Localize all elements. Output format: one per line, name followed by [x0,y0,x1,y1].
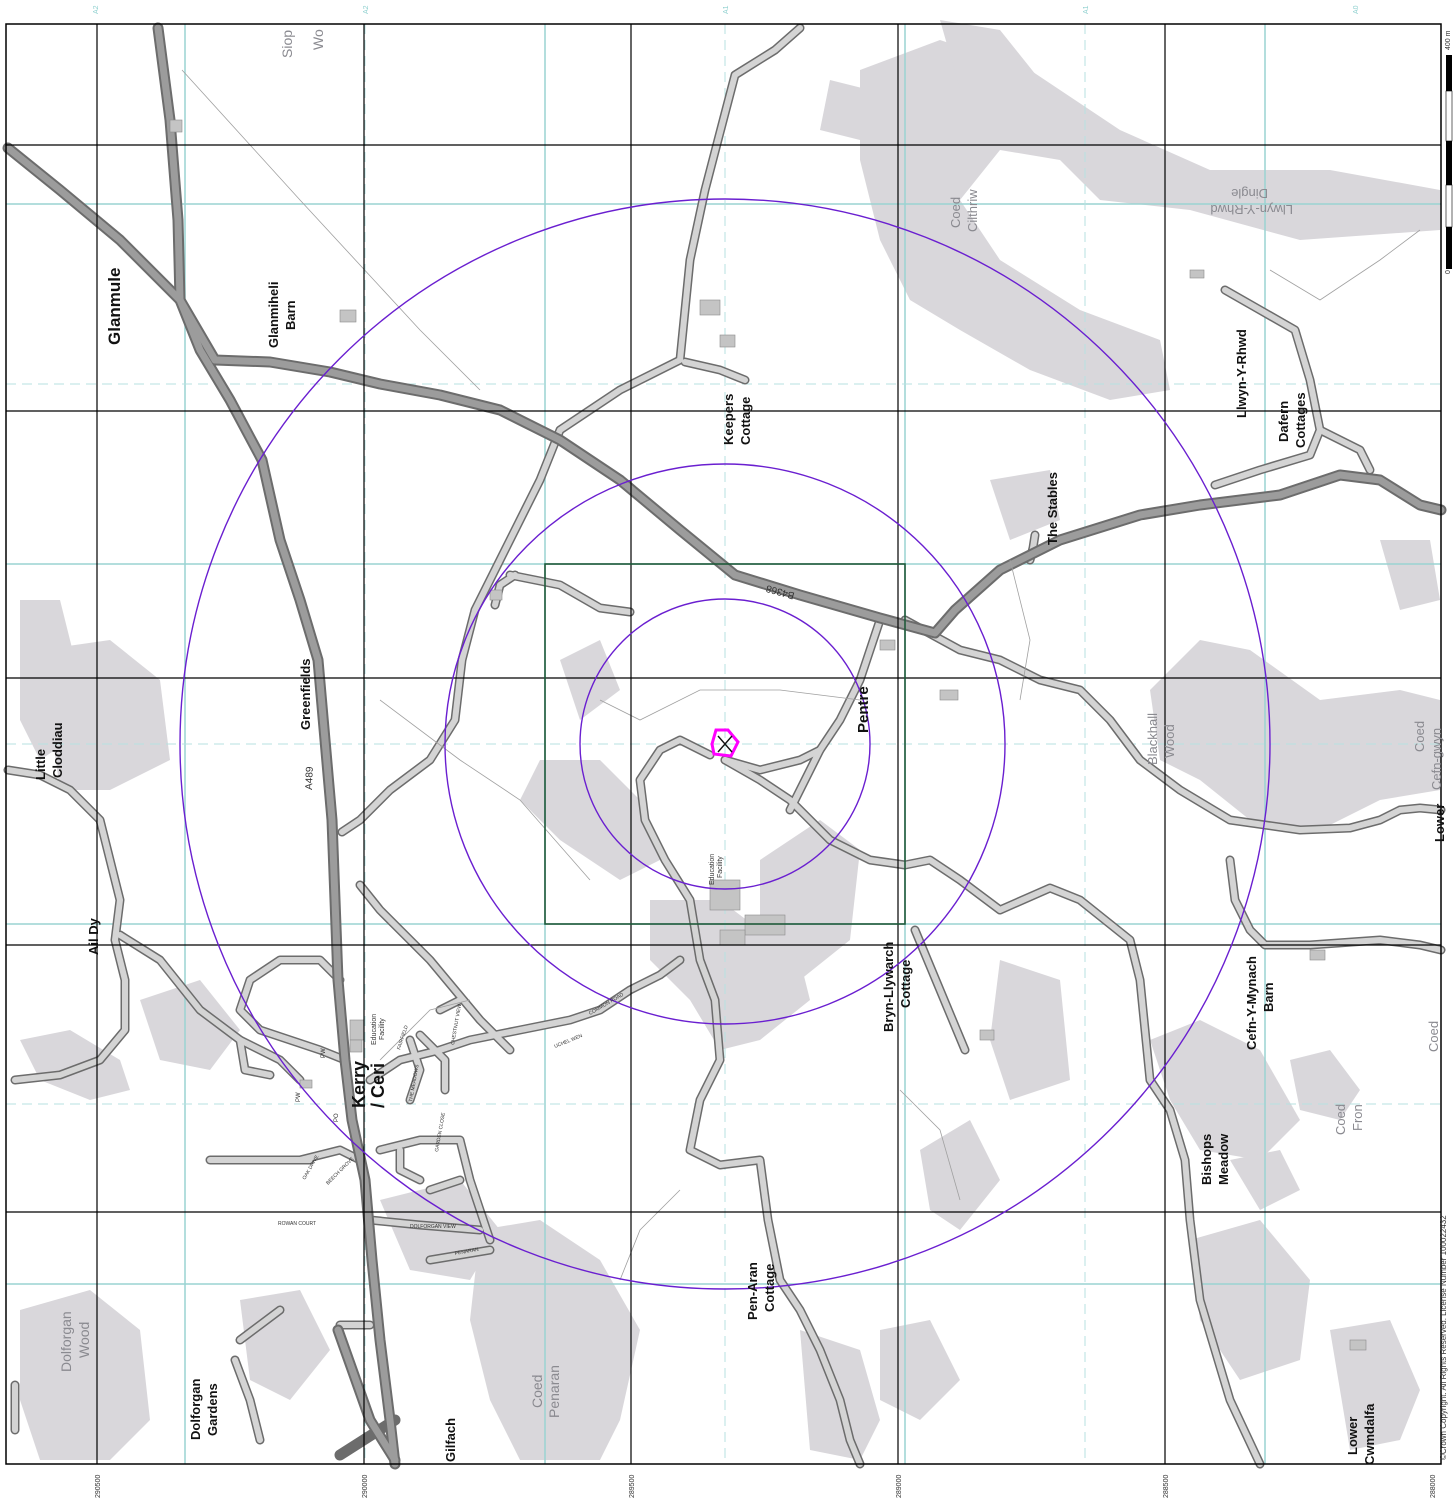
place-lower: Lower [1432,804,1447,842]
place-keepers-line2: Cottage [738,397,753,445]
buffer-ring-middle [444,463,1006,1025]
scale-top-label: 400 m [1445,30,1452,50]
kerry-education-facility-line2: Facility [379,1018,386,1040]
place-bishops-line1: Bishops [1199,1134,1214,1185]
roads-main [2,22,1447,1470]
place-dolforgan-gardens-line1: Dolforgan [188,1379,203,1440]
wood-dolforgan-line2: Wood [76,1322,92,1358]
roads-minor [3,23,1446,1469]
wood-coed: Coed [1426,1021,1441,1052]
wood-coed-cilthriw-line1: Coed [948,197,963,228]
grid-label: 289000 [896,1475,903,1498]
wood-coed-fron-line2: Fron [1350,1104,1365,1131]
grid-labels-top: A2 A2 A1 A1 A0 [93,5,1360,14]
wood-coed-cilthriw-line2: Cilthriw [965,189,980,232]
wood-labels: Siop Wo Coed Cilthriw Llwyn-Y-Rhwd Dingl… [58,29,1444,1418]
scale-bar: 400 m 0 [1445,30,1453,274]
wood-llwyn-dingle-line1: Llwyn-Y-Rhwd [1210,202,1293,217]
place-llwyn-y-rhwd: Llwyn-Y-Rhwd [1234,329,1249,418]
place-pentre: Pentre [855,686,872,733]
wood-coed-penaran-line1: Coed [529,1375,545,1408]
place-cefn-y-mynach-line2: Barn [1261,982,1276,1012]
place-cefn-y-mynach-line1: Cefn-Y-Mynach [1244,956,1259,1050]
place-greenfields: Greenfields [298,658,313,730]
place-dolforgan-gardens-line2: Gardens [205,1383,220,1436]
grid-label: A1 [1083,5,1090,14]
grid-labels-bottom: 290500 290000 289500 289000 288500 28800… [95,1475,1437,1498]
place-pen-aran-line2: Cottage [762,1264,777,1312]
footpaths [181,69,1421,1281]
place-kerry-line2: / Ceri [368,1063,388,1108]
grid-label: 288000 [1430,1475,1437,1498]
place-bishops-line2: Meadow [1216,1133,1231,1185]
place-lower-cwmdalfa-line2: Cwmdalfa [1362,1403,1377,1465]
wood-dolforgan-line1: Dolforgan [58,1311,74,1372]
place-kerry-line1: Kerry [349,1061,369,1108]
wood-coed-cefn-gwyn-line1: Coed [1412,721,1427,752]
buffer-rings [179,198,1271,1290]
place-bryn-llywarch-line2: Cottage [898,960,913,1008]
grid-label: 290000 [362,1475,369,1498]
place-dafern-line1: Dafern [1276,401,1291,442]
os-grid-black [6,24,1441,1464]
site-marker [710,728,740,758]
grid-label: 290500 [95,1475,102,1498]
copyright-text: ©Crown Copyright. All Rights Reserved. L… [1439,1215,1448,1460]
street-label: DOLFORGAN VIEW [410,1224,456,1230]
wood-coed-penaran-line2: Penaran [546,1365,562,1418]
street-label: ROWAN COURT [278,1221,316,1227]
street-label: PW [321,1048,327,1058]
place-pen-aran-line1: Pen-Aran [745,1262,760,1320]
buffer-ring-outer [179,198,1271,1290]
street-label: PENARAN [454,1247,479,1257]
road-label-a489: A489 [304,766,316,790]
woodland-areas [20,20,1440,1460]
place-labels: Glanmule Glanmiheli Barn Greenfields Lit… [33,268,1447,1465]
place-glanmule: Glanmule [105,268,124,345]
buffer-ring-inner [579,598,871,890]
site-boundary-box [544,563,906,925]
place-keepers-line1: Keepers [721,394,736,445]
place-little-cloddiau-line2: Cloddiau [50,722,65,778]
place-dafern-line2: Cottages [1293,392,1308,448]
wood-coed-fron-line1: Coed [1333,1104,1348,1135]
place-lower-cwmdalfa-line1: Lower [1345,1417,1360,1455]
wood-blackhall-line2: Wood [1162,724,1177,758]
wood-siop-line2: Wo [310,29,326,50]
kerry-education-facility-line1: Education [371,1014,378,1045]
map-neatline [5,23,1442,1465]
grid-label: 288500 [1163,1475,1170,1498]
place-little-cloddiau-line1: Little [33,749,48,780]
grid-label: A0 [1353,5,1360,14]
grid-label: 289500 [629,1475,636,1498]
grid-label: A2 [93,5,100,14]
place-ail-dy: Ail Dy [86,917,101,955]
place-education-facility-line2: Facility [717,856,724,878]
place-education-facility-line1: Education [709,854,716,885]
street-label: PW [296,1092,302,1102]
place-glanmiheli-line1: Glanmiheli [266,282,281,348]
grid-label: A2 [363,5,370,14]
place-glanmiheli-line2: Barn [283,300,298,330]
place-bryn-llywarch-line1: Bryn-Llywarch [881,942,896,1032]
wood-blackhall-line1: Blackhall [1145,713,1160,765]
wood-coed-cefn-gwyn-line2: Cefn-gwyn [1429,728,1444,790]
scale-bottom-label: 0 [1445,270,1452,274]
buildings [169,119,1367,1351]
wood-llwyn-dingle-line2: Dingle [1231,186,1268,201]
place-the-stables: The Stables [1045,472,1060,545]
wood-siop-line1: Siop [279,30,295,58]
place-gilfach: Gilfach [443,1418,458,1462]
street-label: PO [334,1113,340,1122]
grid-label: A1 [723,5,730,14]
